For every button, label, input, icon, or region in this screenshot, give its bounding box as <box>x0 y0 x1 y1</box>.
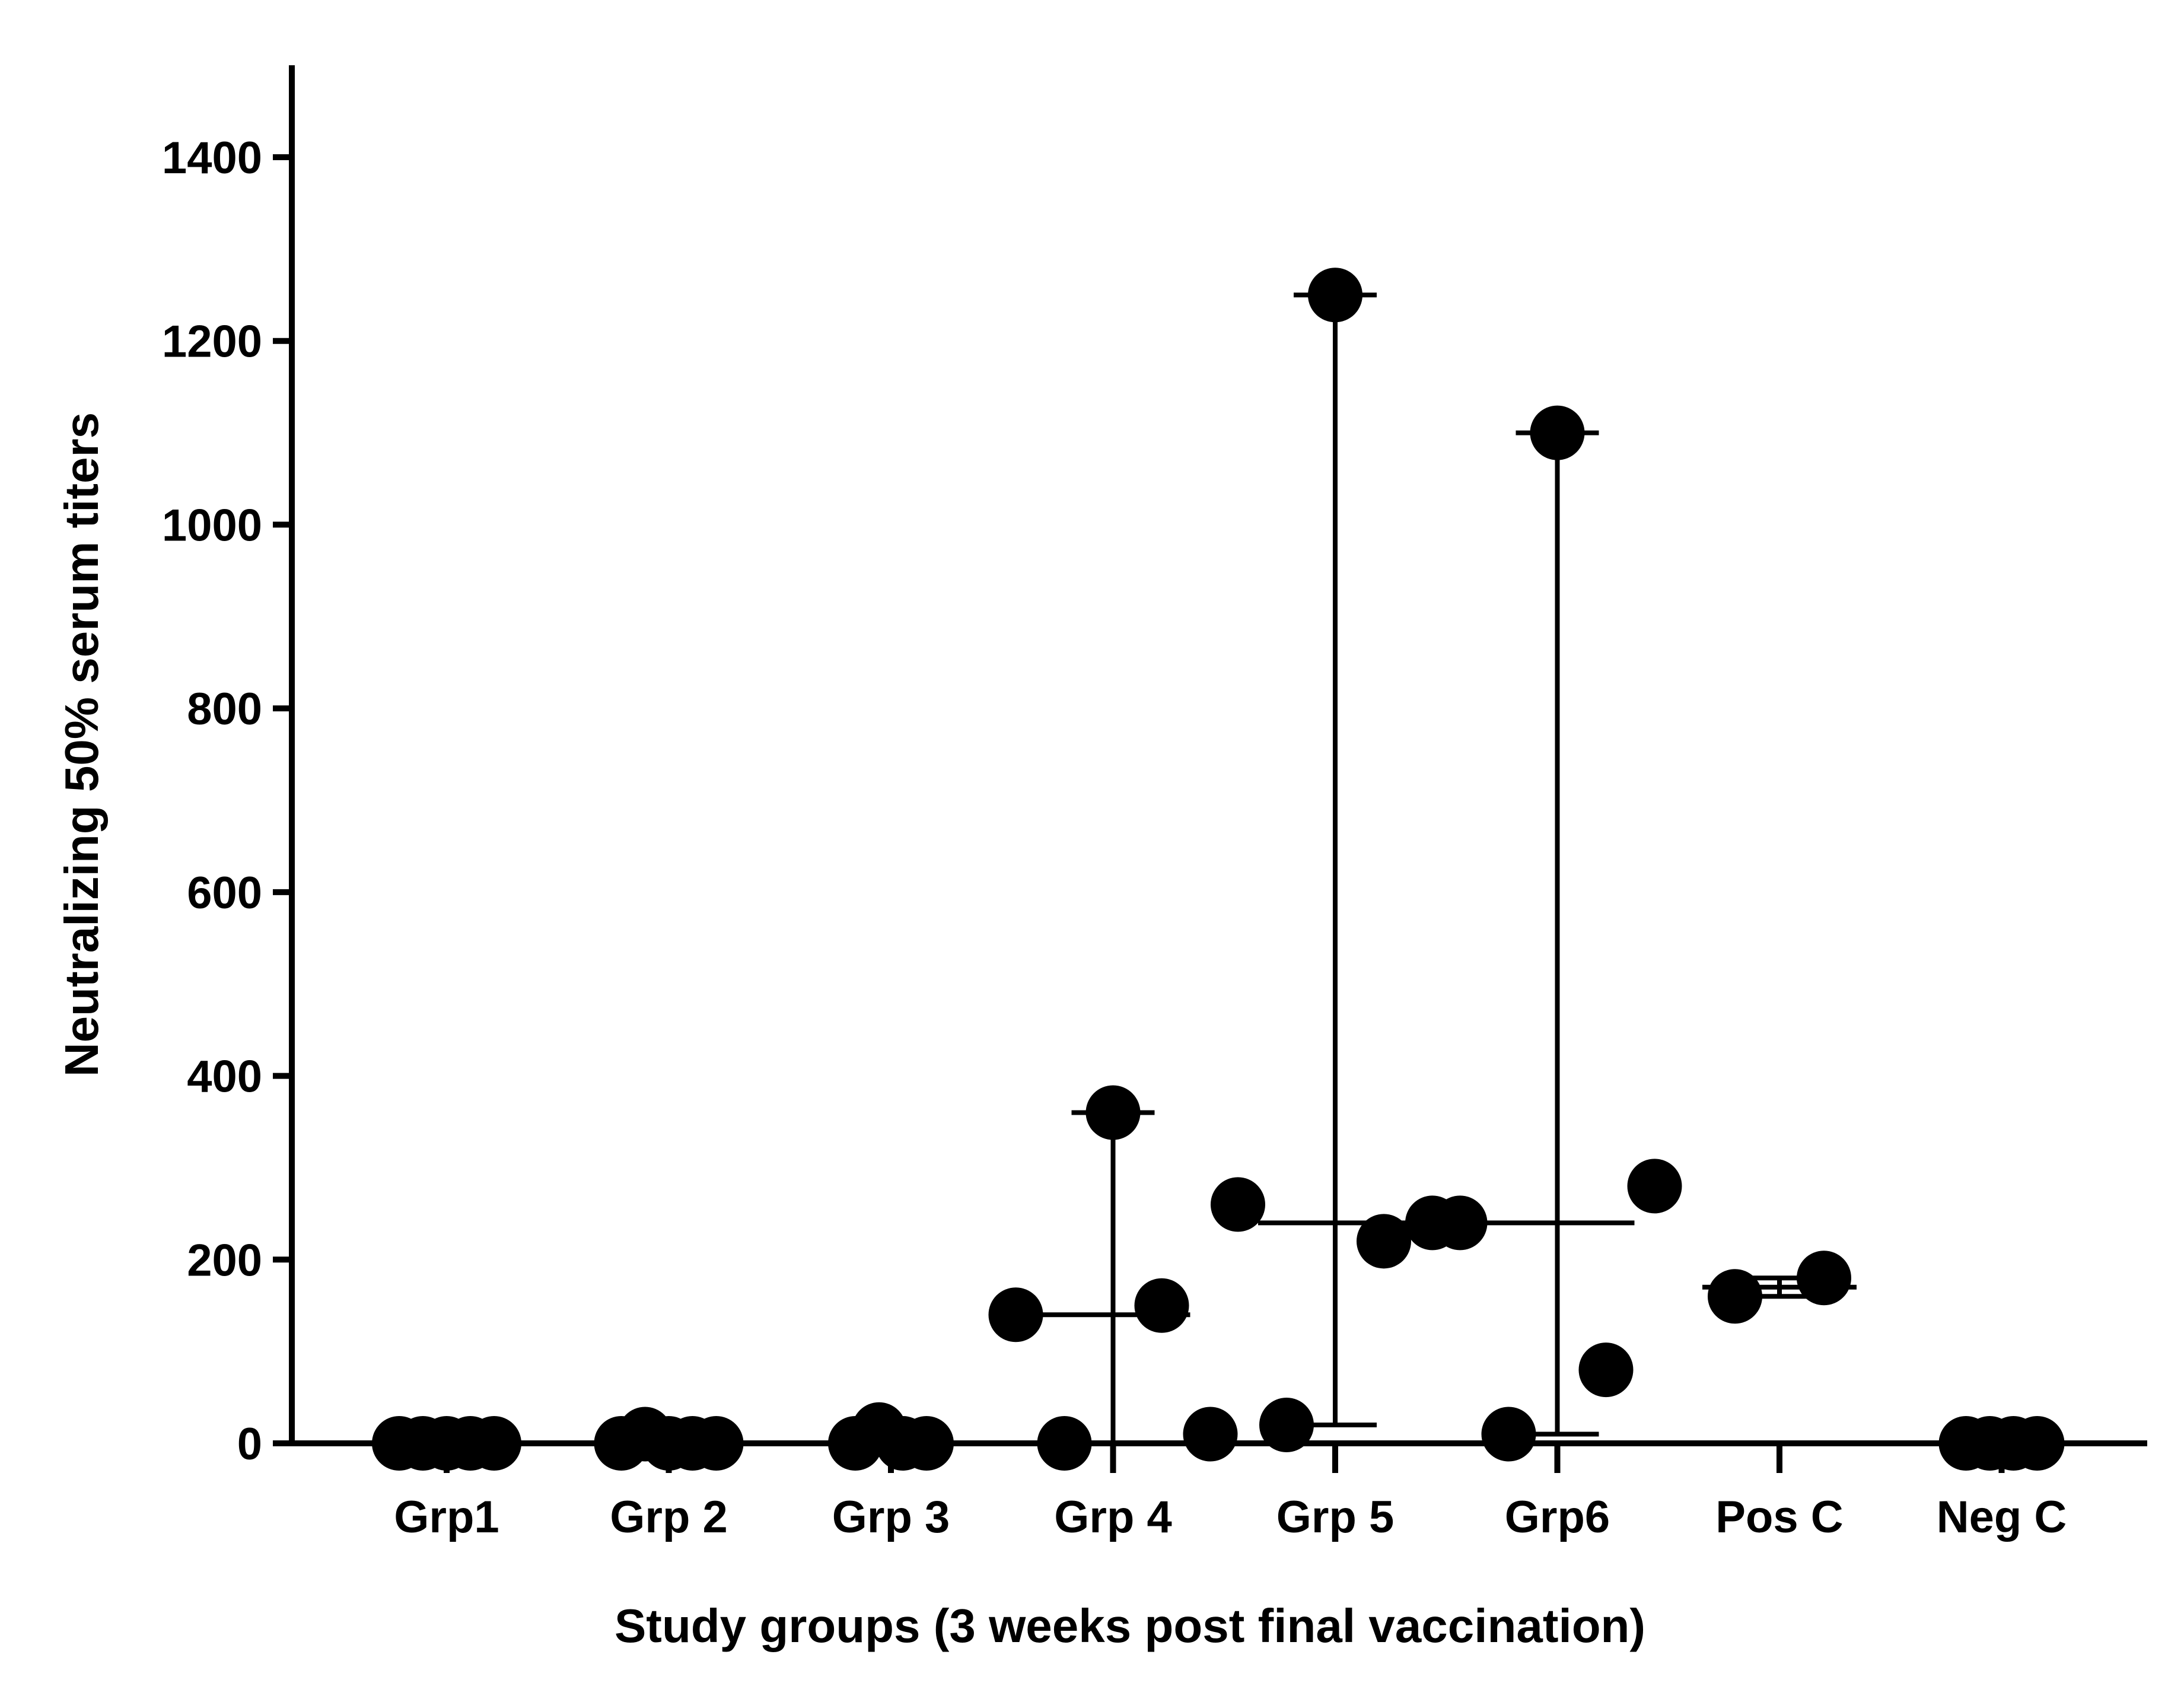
data-point <box>1308 268 1362 323</box>
data-point <box>689 1416 744 1471</box>
data-point <box>988 1287 1043 1342</box>
data-point <box>1530 405 1585 460</box>
x-tick-label: Grp 5 <box>1276 1492 1395 1542</box>
data-point <box>1797 1251 1851 1306</box>
data-point <box>1037 1416 1092 1471</box>
y-axis: 0 200 400 600 800 1000 1200 1400 <box>162 65 295 1469</box>
y-tick-label: 1000 <box>162 500 262 551</box>
data-point <box>1578 1342 1634 1398</box>
data-point <box>1627 1159 1682 1214</box>
x-axis: Grp1 Grp 2 Grp 3 Grp 4 Grp 5 Grp6 Pos C Neg C <box>289 1440 2147 1542</box>
data-point <box>1085 1085 1141 1140</box>
y-tick-label: 200 <box>187 1235 262 1286</box>
y-tick-label: 800 <box>187 684 262 734</box>
y-tick-label: 0 <box>237 1419 262 1469</box>
x-tick-label: Grp 4 <box>1054 1492 1172 1542</box>
data-point <box>467 1416 521 1471</box>
data-point <box>2010 1416 2065 1471</box>
data-point <box>899 1416 954 1471</box>
data-point <box>1708 1269 1762 1324</box>
data-points <box>372 268 2065 1471</box>
y-axis-title: Neutralizing 50% serum titers <box>55 412 108 1077</box>
median-range-bars <box>627 292 1857 1446</box>
x-tick-label: Grp 3 <box>832 1492 950 1542</box>
y-tick-label: 1400 <box>162 133 262 183</box>
data-point <box>1259 1398 1314 1453</box>
data-point <box>1134 1278 1189 1333</box>
x-tick-label: Grp1 <box>394 1492 499 1542</box>
data-point <box>1211 1177 1265 1232</box>
x-tick-label: Grp 2 <box>610 1492 728 1542</box>
x-tick-label: Grp6 <box>1505 1492 1610 1542</box>
y-tick-label: 400 <box>187 1052 262 1102</box>
y-tick-label: 600 <box>187 868 262 918</box>
data-point <box>1183 1407 1238 1462</box>
data-point <box>1481 1407 1536 1462</box>
x-axis-title: Study groups (3 weeks post final vaccina… <box>615 1599 1645 1652</box>
x-tick-label: Neg C <box>1937 1492 2067 1542</box>
data-point <box>1357 1214 1411 1269</box>
x-tick-label: Pos C <box>1715 1492 1843 1542</box>
y-tick-label: 1200 <box>162 317 262 367</box>
data-point <box>1432 1195 1488 1251</box>
